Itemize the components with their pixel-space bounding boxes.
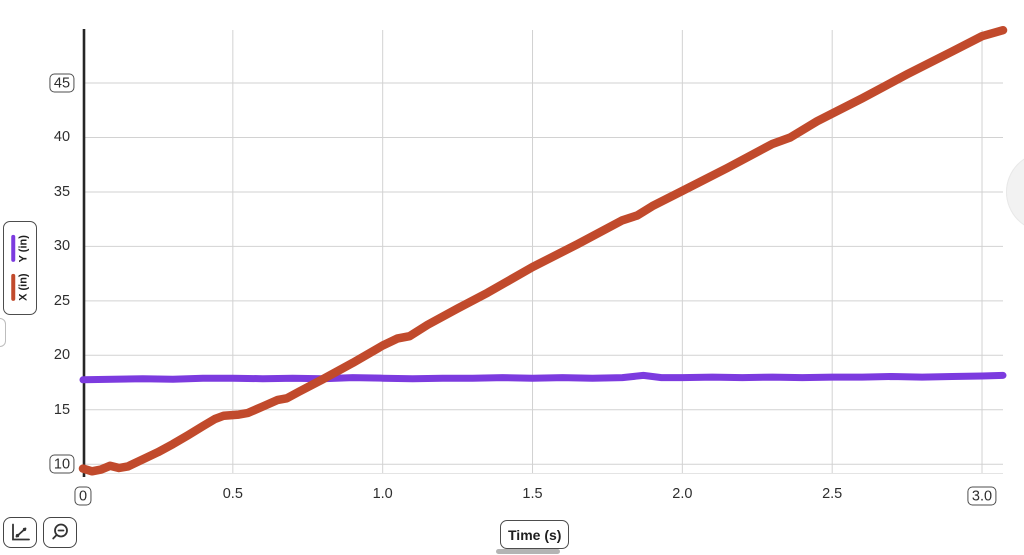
x-axis-label-button[interactable]: Time (s) [500,520,570,549]
x-tick-1.0: 1.0 [372,486,393,502]
series-line-y[interactable] [79,371,1007,384]
x-tick-2.0: 2.0 [672,486,693,502]
legend-item: Y (in) [11,235,29,262]
series-line-x[interactable] [78,25,1008,476]
graph-tools-icon [9,523,31,543]
x-tick-0.5: 0.5 [222,486,243,502]
zoom-out-magnifier-icon [49,522,71,543]
y-tick-35: 35 [53,183,71,200]
zoom-fit-button[interactable] [43,517,77,548]
y-axis-legend-items: X (in) Y (in) [11,235,29,301]
y-tick-20: 20 [53,347,71,364]
y-axis-legend-button[interactable]: X (in) Y (in) [3,221,37,315]
x-tick-0-handle[interactable]: 0 [74,486,92,506]
legend-swatch [11,235,15,263]
bottom-scrollbar-thumb[interactable] [496,549,560,554]
right-edge-panel-handle[interactable] [1006,152,1024,232]
y-tick-10-handle[interactable]: 10 [49,454,75,474]
legend-label: Y (in) [16,235,29,263]
y-tick-25: 25 [53,292,71,309]
x-tick-2.5: 2.5 [822,486,843,502]
y-tick-30: 30 [53,238,71,255]
legend-label: X (in) [16,273,29,301]
left-edge-panel-peek [0,318,6,347]
graph-tools-button[interactable] [3,517,37,548]
legend-item: X (in) [11,273,29,301]
x-axis-label: Time (s) [508,526,562,543]
legend-swatch [11,273,15,301]
y-tick-45-handle[interactable]: 45 [49,73,75,93]
y-tick-40: 40 [53,129,71,146]
y-tick-15: 15 [53,401,71,418]
x-tick-1.5: 1.5 [522,486,543,502]
x-tick-3.0-handle[interactable]: 3.0 [967,486,997,506]
